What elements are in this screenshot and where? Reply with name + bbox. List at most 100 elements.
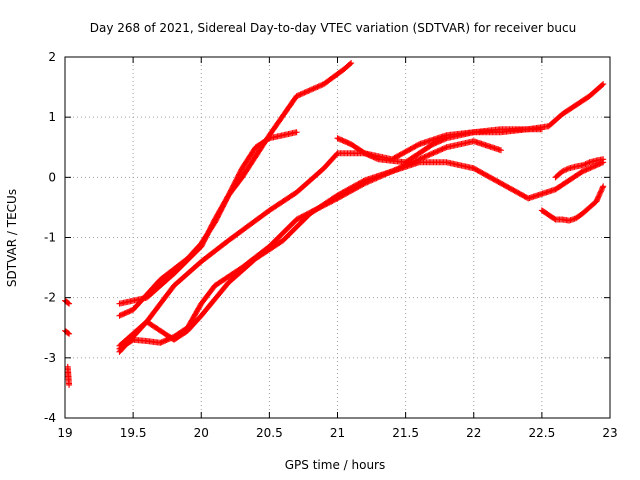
data-point (392, 166, 399, 173)
data-point (437, 147, 444, 154)
data-point (498, 147, 504, 154)
y-tick-label: -3 (44, 351, 56, 365)
data-point (395, 165, 402, 172)
y-tick-label: 0 (48, 170, 56, 184)
x-tick-label: 20 (194, 426, 209, 440)
data-point (583, 166, 590, 173)
data-point (600, 156, 607, 163)
data-point (306, 87, 313, 94)
tick-label-layer: 19 19.5 20 20.5 21 21.5 22 22.5 23 -4 -3 -2 -1 0 1 2 (44, 50, 618, 440)
data-point (293, 93, 300, 100)
data-point (389, 168, 395, 175)
x-tick-label: 22.5 (529, 426, 556, 440)
data-point (586, 165, 593, 172)
data-point (294, 92, 301, 99)
data-point (66, 330, 73, 337)
data-point (434, 148, 441, 155)
data-point (430, 149, 437, 156)
data-point (559, 168, 566, 175)
data-point (435, 147, 442, 154)
grid-layer (65, 57, 610, 418)
data-point (293, 129, 300, 136)
series-s5 (116, 129, 300, 319)
data-point (442, 144, 449, 151)
series-s3 (64, 363, 73, 388)
data-point (315, 83, 322, 90)
data-point (426, 151, 433, 158)
y-tick-label: 2 (48, 50, 56, 64)
x-tick-label: 19.5 (120, 426, 147, 440)
data-point (418, 155, 425, 162)
y-axis-label: SDTVAR / TECUs (5, 189, 19, 287)
data-point (297, 91, 304, 98)
data-point (579, 168, 586, 175)
data-point (588, 164, 595, 171)
x-axis-label: GPS time / hours (285, 458, 386, 472)
data-point (310, 85, 317, 92)
data-point (585, 159, 592, 166)
data-point (591, 163, 598, 170)
data-point (431, 149, 438, 156)
x-tick-label: 20.5 (256, 426, 283, 440)
data-point (599, 184, 606, 191)
data-point (305, 87, 312, 94)
data-point (439, 145, 446, 152)
data-point (416, 156, 423, 163)
data-point (394, 166, 401, 173)
series-s11 (552, 156, 607, 181)
data-point (311, 85, 318, 92)
data-point (65, 299, 72, 306)
chart-title: Day 268 of 2021, Sidereal Day-to-day VTE… (90, 21, 576, 35)
data-point (440, 145, 447, 152)
data-point (296, 91, 303, 98)
data-point (348, 60, 355, 67)
data-point (438, 146, 445, 153)
plot-frame (64, 56, 611, 419)
y-tick-label: -1 (44, 231, 56, 245)
data-point (562, 167, 569, 174)
data-point (391, 167, 398, 174)
y-tick-label: -4 (44, 411, 56, 425)
data-point (425, 152, 432, 159)
data-point (589, 163, 596, 170)
data-point (427, 151, 434, 158)
data-point (313, 84, 320, 91)
data-point (414, 156, 421, 163)
data-point (316, 82, 323, 89)
data-point (429, 150, 436, 157)
data-point (584, 166, 591, 173)
data-point (564, 165, 571, 172)
data-point (422, 153, 429, 160)
data-point (396, 164, 403, 171)
data-point (314, 83, 321, 90)
data-point (579, 162, 586, 169)
x-tick-label: 23 (602, 426, 617, 440)
data-point (600, 183, 607, 190)
data-point (599, 82, 606, 89)
data-point (301, 89, 308, 96)
series-s2 (62, 327, 73, 337)
data-point (401, 162, 408, 169)
data-point (581, 161, 588, 168)
x-tick-label: 21.5 (392, 426, 419, 440)
data-point (66, 300, 73, 307)
data-point (65, 330, 72, 337)
series-s9 (334, 126, 545, 166)
data-point (398, 164, 405, 171)
data-point (298, 90, 305, 97)
data-point (538, 126, 545, 133)
series-s1 (62, 297, 73, 307)
data-point (583, 160, 590, 167)
data-point (560, 167, 567, 174)
data-point (563, 166, 570, 173)
data-point (582, 167, 589, 174)
data-point (309, 86, 316, 93)
data-point (300, 90, 307, 97)
data-point (307, 86, 314, 93)
data-point (304, 88, 311, 95)
x-tick-label: 21 (330, 426, 345, 440)
data-point (421, 153, 428, 160)
data-point (600, 81, 607, 88)
data-point (413, 157, 420, 164)
